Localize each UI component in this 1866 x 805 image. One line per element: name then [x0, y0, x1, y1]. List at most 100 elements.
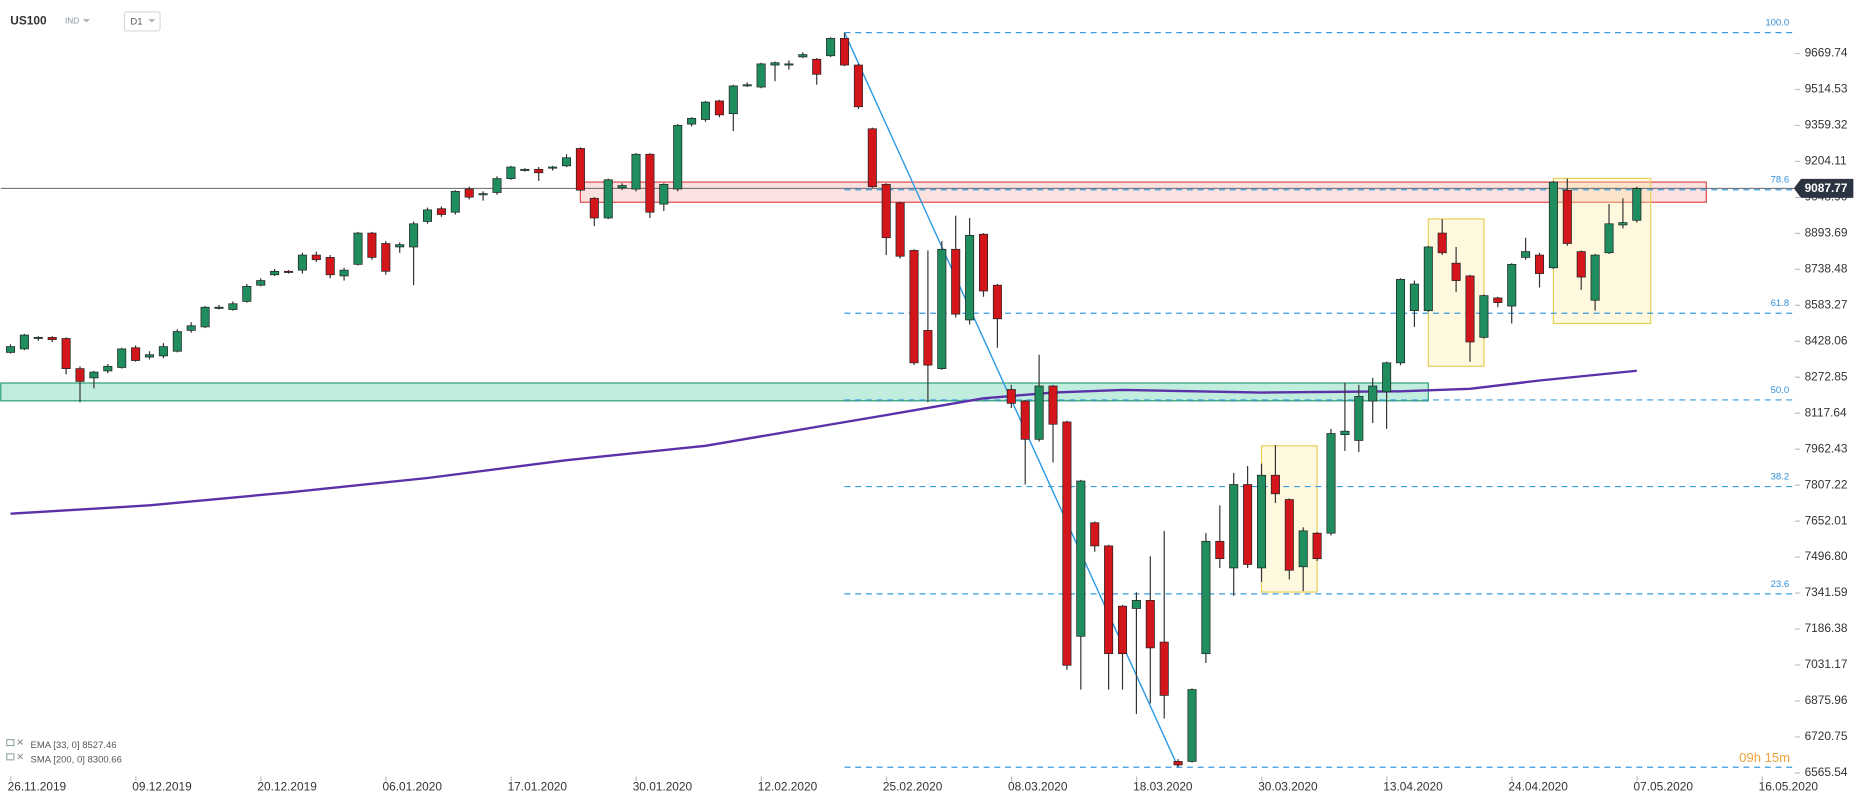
- timeframe[interactable]: D1: [130, 17, 142, 28]
- candle-body: [992, 284, 1002, 320]
- candle-body: [1604, 223, 1614, 254]
- candle-body: [395, 244, 405, 248]
- candle-body: [784, 63, 794, 66]
- candle-body: [311, 254, 321, 261]
- candle-body: [1048, 385, 1058, 425]
- instrument-type[interactable]: IND: [65, 16, 79, 26]
- x-tick-label: 30.01.2020: [633, 779, 693, 793]
- legend-close[interactable]: ✕: [16, 738, 24, 749]
- candle-body: [492, 178, 502, 193]
- candle-body: [103, 365, 113, 372]
- candle-body: [144, 354, 155, 358]
- candle-body: [436, 208, 446, 215]
- candle-body: [617, 185, 627, 189]
- candle-body: [1145, 600, 1155, 649]
- y-tick-label: 7496.80: [1805, 549, 1848, 563]
- x-tick-label: 30.03.2020: [1258, 779, 1318, 793]
- candle-body: [631, 153, 641, 190]
- y-tick-label: 6875.96: [1805, 693, 1848, 707]
- candle-body: [214, 306, 224, 309]
- candle-body: [1159, 641, 1169, 696]
- candle-body: [520, 168, 530, 171]
- sma-line: [10, 369, 1637, 515]
- fib-label: 61.8: [1771, 298, 1790, 309]
- candle-body: [561, 157, 572, 167]
- y-tick-label: 9514.53: [1805, 82, 1848, 96]
- candle-body: [506, 166, 516, 179]
- timeframe-box[interactable]: [123, 11, 161, 32]
- x-tick-label: 20.12.2019: [257, 779, 317, 793]
- candle-body: [367, 232, 377, 258]
- dropdown-arrow: [82, 19, 90, 23]
- candle-body: [353, 232, 363, 265]
- candle-body: [853, 64, 863, 108]
- candle-body: [1507, 263, 1517, 307]
- candle-body: [1215, 540, 1225, 560]
- candle-body: [881, 184, 891, 239]
- legend-entry: EMA [33, 0] 8527.46: [30, 740, 116, 751]
- candle-body: [1340, 430, 1350, 436]
- candle-body: [381, 243, 391, 272]
- candle-body: [1423, 246, 1433, 312]
- candle-body: [1187, 689, 1197, 762]
- candle-body: [756, 63, 766, 88]
- candle-body: [1548, 181, 1558, 269]
- y-tick-label: 8428.06: [1805, 333, 1848, 347]
- candle-body: [1284, 499, 1294, 571]
- candle-body: [1395, 279, 1406, 364]
- candle-body: [131, 347, 141, 361]
- candle-body: [923, 330, 933, 366]
- candle-body: [61, 338, 71, 369]
- zone-resistance: [579, 181, 1707, 203]
- y-tick-label: 6565.54: [1805, 765, 1848, 779]
- y-tick-label: 6720.75: [1805, 729, 1848, 743]
- candle-body: [1312, 532, 1322, 560]
- candle-body: [1298, 530, 1308, 568]
- x-tick-label: 13.04.2020: [1383, 779, 1443, 793]
- candle-body: [1465, 275, 1475, 343]
- candle-body: [1243, 484, 1253, 565]
- candle-body: [47, 336, 57, 341]
- candle-body: [1076, 480, 1086, 637]
- y-tick-label: 8117.64: [1805, 405, 1847, 419]
- candle-body: [1173, 761, 1183, 766]
- candle-body: [575, 148, 585, 191]
- legend-close[interactable]: ✕: [16, 752, 24, 763]
- candle-body: [603, 179, 613, 219]
- candle-body: [228, 303, 238, 310]
- x-tick-label: 18.03.2020: [1133, 779, 1193, 793]
- fib-label: 23.6: [1771, 579, 1790, 590]
- candle-body: [89, 371, 99, 379]
- candle-body: [409, 223, 419, 248]
- candle-body: [464, 188, 474, 198]
- candle-body: [1131, 600, 1141, 609]
- candle-body: [450, 190, 460, 213]
- candle-body: [200, 306, 210, 328]
- legend-icon[interactable]: [6, 739, 15, 747]
- candle-body: [242, 285, 252, 302]
- x-tick-label: 24.04.2020: [1508, 779, 1568, 793]
- candle-body: [1437, 232, 1447, 254]
- candle-body: [1618, 222, 1628, 226]
- candle-body: [1256, 474, 1267, 569]
- candle-body: [1368, 385, 1378, 402]
- y-tick-label: 8272.85: [1805, 369, 1848, 383]
- candle-body: [1451, 262, 1461, 281]
- candle-body: [1409, 283, 1419, 312]
- x-tick-label: 12.02.2020: [758, 779, 818, 793]
- candle-body: [339, 269, 349, 277]
- candle-body: [687, 117, 697, 125]
- candle-body: [770, 62, 780, 66]
- x-tick-label: 08.03.2020: [1008, 779, 1068, 793]
- legend-icon[interactable]: [6, 753, 15, 761]
- candle-body: [714, 100, 724, 116]
- fib-label: 100.0: [1765, 18, 1789, 29]
- candle-body: [478, 193, 488, 196]
- y-tick-label: 7031.17: [1805, 657, 1848, 671]
- candle-body: [33, 336, 43, 339]
- candle-body: [673, 124, 683, 190]
- y-tick-label: 9669.74: [1805, 46, 1848, 60]
- candle-body: [1020, 400, 1030, 440]
